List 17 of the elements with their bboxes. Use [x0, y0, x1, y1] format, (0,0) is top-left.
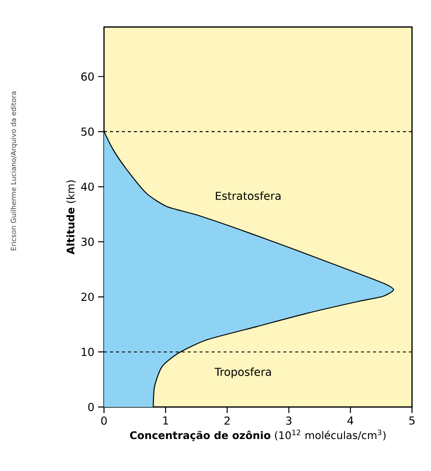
annotation: Troposfera — [214, 367, 271, 378]
x-tick-label: 2 — [224, 416, 230, 425]
x-tick-label: 5 — [409, 416, 415, 425]
y-tick-label: 50 — [81, 128, 94, 136]
y-tick-label: 60 — [81, 72, 94, 81]
y-tick-label: 20 — [81, 292, 94, 301]
x-tick-label: 0 — [101, 416, 107, 425]
y-tick-label: 0 — [88, 402, 94, 412]
x-tick-label: 1 — [163, 416, 168, 424]
x-tick-label: 4 — [347, 416, 354, 424]
y-tick-label: 40 — [81, 182, 94, 191]
x-tick-label: 3 — [286, 416, 292, 425]
y-tick-label: 10 — [82, 348, 94, 356]
x-axis-title: Concentração de ozônio (10$^{12}$ moléculas/cm$^{3}$) — [130, 430, 386, 442]
y-tick-label: 30 — [81, 238, 94, 246]
annotation: Estratosfera — [216, 191, 280, 200]
y-axis-title: Altitude (km) — [66, 180, 76, 254]
